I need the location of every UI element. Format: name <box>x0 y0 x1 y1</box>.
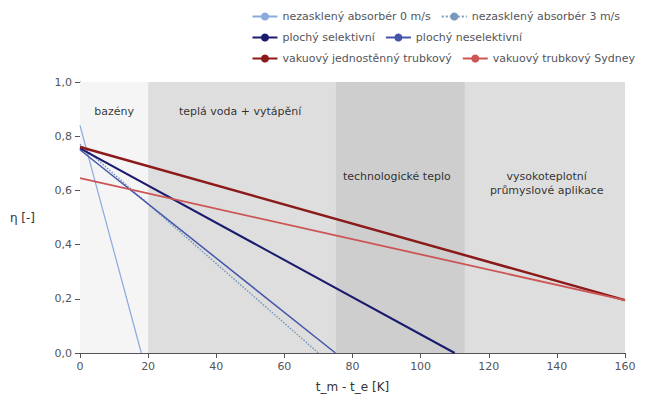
svg-text:0,4: 0,4 <box>55 238 73 251</box>
svg-text:plochý selektivní: plochý selektivní <box>282 31 375 44</box>
svg-text:nezasklený absorbér 3 m/s: nezasklený absorbér 3 m/s <box>472 10 621 23</box>
svg-text:vakuový jednostěnný trubkový: vakuový jednostěnný trubkový <box>282 52 452 65</box>
svg-text:vysokoteplotní: vysokoteplotní <box>506 170 587 183</box>
svg-text:teplá voda + vytápění: teplá voda + vytápění <box>179 105 302 118</box>
svg-text:100: 100 <box>410 360 431 373</box>
svg-text:1,0: 1,0 <box>55 76 73 89</box>
svg-text:80: 80 <box>346 360 360 373</box>
svg-text:t_m - t_e [K]: t_m - t_e [K] <box>316 380 390 394</box>
svg-text:bazény: bazény <box>94 105 134 118</box>
svg-text:120: 120 <box>478 360 499 373</box>
svg-text:0,8: 0,8 <box>55 130 73 143</box>
svg-text:nezasklený absorbér 0 m/s: nezasklený absorbér 0 m/s <box>282 10 431 23</box>
svg-text:60: 60 <box>277 360 291 373</box>
svg-text:0: 0 <box>77 360 84 373</box>
svg-text:0,6: 0,6 <box>55 184 73 197</box>
svg-text:160: 160 <box>615 360 636 373</box>
svg-text:plochý neselektivní: plochý neselektivní <box>416 31 523 44</box>
svg-text:η [-]: η [-] <box>10 211 35 225</box>
svg-text:20: 20 <box>141 360 155 373</box>
svg-text:0,2: 0,2 <box>55 292 73 305</box>
svg-text:technologické teplo: technologické teplo <box>343 170 451 183</box>
svg-text:vakuový trubkový Sydney: vakuový trubkový Sydney <box>493 52 636 65</box>
svg-text:140: 140 <box>546 360 567 373</box>
svg-text:průmyslové aplikace: průmyslové aplikace <box>490 184 604 197</box>
svg-text:0,0: 0,0 <box>55 347 73 360</box>
svg-text:40: 40 <box>209 360 223 373</box>
